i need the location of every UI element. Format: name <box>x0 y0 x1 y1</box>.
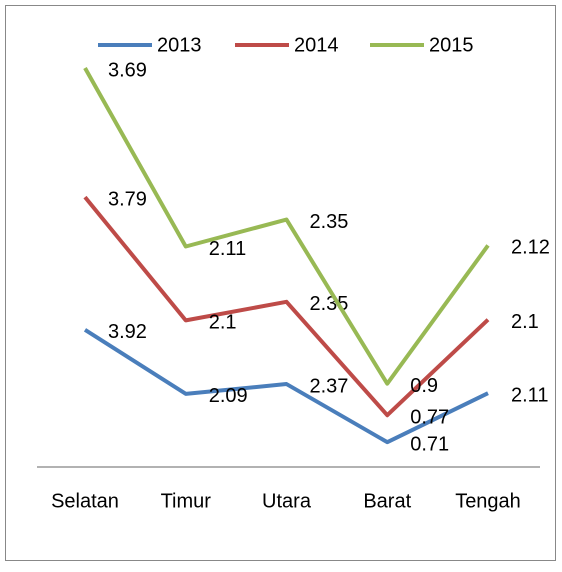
series-line <box>83 195 490 418</box>
data-label: 2.35 <box>310 211 349 233</box>
data-label: 3.92 <box>108 321 147 343</box>
data-label: 3.69 <box>108 59 147 81</box>
x-tick-label: Barat <box>363 490 411 512</box>
data-label: 2.1 <box>209 312 237 334</box>
data-label: 0.71 <box>410 433 449 455</box>
x-tick-label: Selatan <box>51 490 119 512</box>
chart-frame <box>5 5 556 561</box>
legend-label: 2014 <box>294 34 339 56</box>
series-line <box>83 67 490 386</box>
series-line <box>83 328 489 445</box>
data-label: 2.35 <box>310 293 349 315</box>
data-label: 0.77 <box>410 406 449 428</box>
data-label: 2.11 <box>209 238 246 260</box>
data-label: 2.1 <box>511 311 539 333</box>
x-tick-label: Timur <box>161 490 212 512</box>
legend-label: 2013 <box>157 34 202 56</box>
data-label: 0.9 <box>410 375 438 397</box>
data-label: 2.11 <box>511 384 548 406</box>
data-label: 2.09 <box>209 385 248 407</box>
x-tick-label: Utara <box>262 490 312 512</box>
legend-label: 2015 <box>429 34 474 56</box>
data-label: 2.12 <box>511 237 550 259</box>
x-tick-label: Tengah <box>455 490 521 512</box>
data-label: 3.79 <box>108 188 147 210</box>
data-label: 2.37 <box>310 375 349 397</box>
